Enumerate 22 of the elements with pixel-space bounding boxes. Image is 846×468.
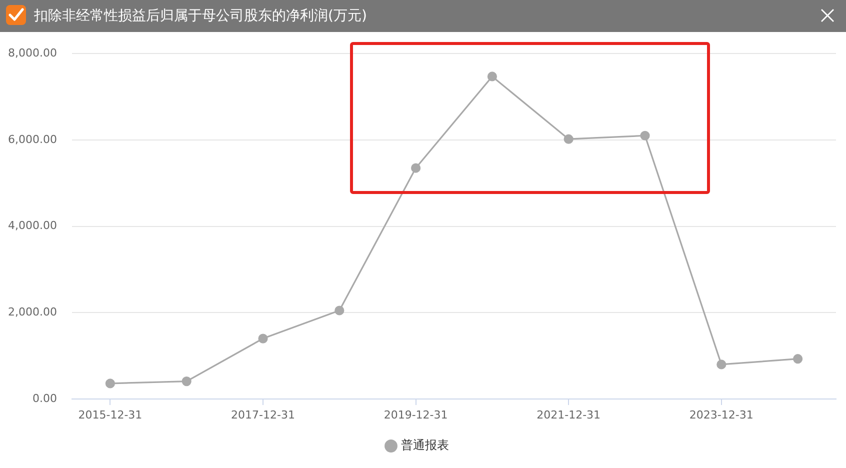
x-tick-label: 2015-12-31	[78, 408, 142, 422]
point	[716, 360, 726, 370]
point	[564, 134, 574, 144]
chart-title: 扣除非经常性损益后归属于母公司股东的净利润(万元)	[34, 7, 367, 25]
point	[411, 163, 421, 173]
legend-label: 普通报表	[401, 438, 449, 452]
point	[487, 72, 497, 82]
y-tick-label: 4,000.00	[8, 219, 57, 232]
y-tick-label: 8,000.00	[8, 46, 57, 60]
y-tick-label: 6,000.00	[8, 132, 57, 146]
y-tick-label: 2,000.00	[8, 306, 57, 319]
x-tick-label: 2017-12-31	[231, 408, 295, 422]
x-tick-label: 2019-12-31	[384, 408, 448, 422]
point	[105, 378, 115, 388]
x-tick-label: 2023-12-31	[689, 408, 754, 422]
point	[793, 354, 803, 364]
point	[182, 376, 192, 386]
x-tick-label: 2021-12-31	[536, 408, 601, 422]
point	[334, 306, 344, 316]
y-tick-label: 0.00	[32, 392, 57, 405]
point	[258, 334, 268, 344]
point	[640, 130, 650, 140]
